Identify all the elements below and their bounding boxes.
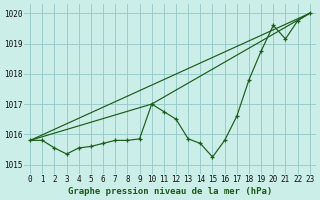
X-axis label: Graphe pression niveau de la mer (hPa): Graphe pression niveau de la mer (hPa): [68, 187, 272, 196]
